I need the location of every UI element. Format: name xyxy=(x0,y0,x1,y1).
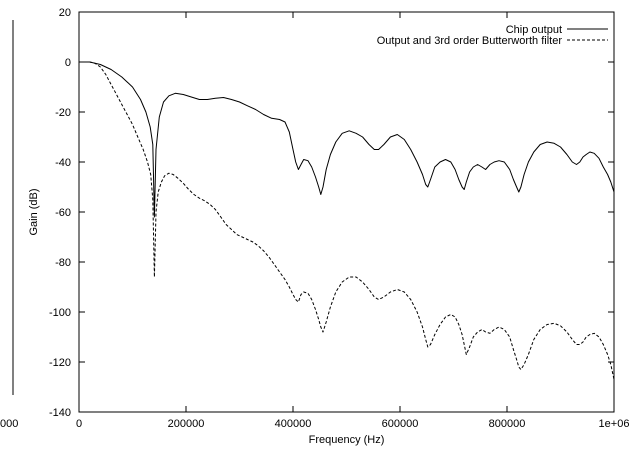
x-tick-label: 600000 xyxy=(382,418,419,430)
x-tick-label: 200000 xyxy=(168,418,205,430)
y-tick-label: -100 xyxy=(49,307,71,319)
x-axis-label: Frequency (Hz) xyxy=(309,434,385,446)
left-edge-tick-fragment: 000 xyxy=(0,418,18,430)
y-tick-label: 20 xyxy=(59,7,71,19)
plot-border xyxy=(78,11,615,413)
series-line-2 xyxy=(79,61,615,380)
y-tick-label: 0 xyxy=(65,57,71,69)
y-tick-label: -80 xyxy=(55,257,71,269)
x-tick-label: 0 xyxy=(76,418,82,430)
legend-label-2: Output and 3rd order Butterworth filter xyxy=(377,35,563,47)
plot-frame xyxy=(12,11,615,413)
legend-label-1: Chip output xyxy=(506,24,562,36)
x-tick-label: 400000 xyxy=(275,418,312,430)
series-lines xyxy=(79,61,615,380)
axis-ticks xyxy=(78,11,615,413)
y-tick-label: -120 xyxy=(49,357,71,369)
y-tick-label: -140 xyxy=(49,407,71,419)
y-tick-label: -60 xyxy=(55,207,71,219)
series-line-1 xyxy=(79,61,615,218)
y-axis-label: Gain (dB) xyxy=(28,188,40,235)
y-tick-label: -40 xyxy=(55,157,71,169)
y-tick-label: -20 xyxy=(55,107,71,119)
x-tick-label: 800000 xyxy=(489,418,526,430)
axis-tick-labels: 0 200000 400000 600000 800000 1e+06 -140 -120 -1… xyxy=(49,7,629,430)
x-tick-label: 1e+06 xyxy=(599,418,630,430)
